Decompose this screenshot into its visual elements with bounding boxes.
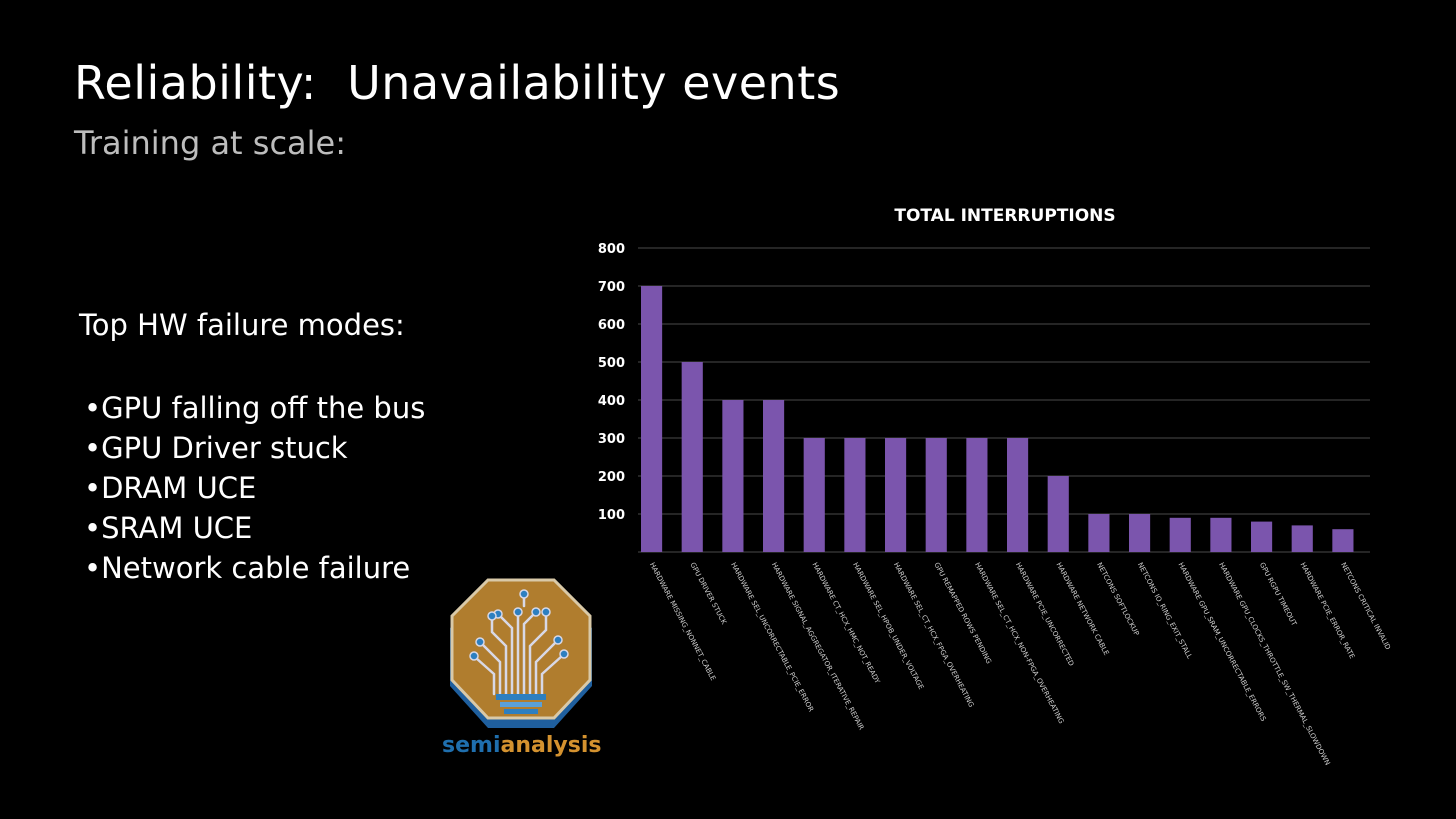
- bar: [844, 438, 866, 552]
- x-tick-label: GPU DRIVER STUCK: [688, 561, 728, 626]
- bar: [1169, 517, 1191, 552]
- slide-title: Reliability: Unavailability events: [74, 56, 841, 110]
- x-tick-label: HARDWARE SEL_UNCORRECTABLE_PCIE_ERROR: [729, 561, 815, 713]
- x-tick-label: HARDWARE GPU_SRAM_UNCORRECTABLE_ERRORS: [1176, 561, 1267, 723]
- x-tick-label: HARDWARE CT_HCX_HMC_NOT_READY: [810, 561, 881, 685]
- bar: [966, 438, 988, 552]
- semianalysis-logo: semianalysis: [442, 578, 601, 758]
- x-tick-label: HARDWARE MISSING_NONNET_CABLE: [648, 561, 717, 682]
- x-tick-label: HARDWARE SEL_HPOB_UNDER_VOLTAGE: [851, 561, 925, 691]
- y-tick-label: 600: [598, 318, 625, 333]
- y-tick-label: 300: [598, 432, 625, 447]
- bar: [1332, 529, 1354, 552]
- y-tick-label: 200: [598, 470, 625, 485]
- bar: [1088, 514, 1110, 552]
- x-tick-label: GPU RGPU TIMEOUT: [1258, 561, 1299, 628]
- logo-text-semi: semi: [442, 733, 500, 758]
- failure-mode-item: •Network cable failure: [84, 551, 411, 585]
- bar: [1047, 476, 1069, 552]
- bar: [1210, 517, 1232, 552]
- bar: [763, 400, 785, 552]
- y-tick-label: 700: [598, 280, 625, 295]
- bar: [1007, 438, 1029, 552]
- bar: [1291, 525, 1313, 552]
- circuit-lightbulb-icon: [450, 578, 592, 728]
- failure-modes-list: •GPU falling off the bus •GPU Driver stu…: [84, 388, 425, 588]
- x-tick-label: HARDWARE SEL_CT_HCX_FPGA_OVERHEATING: [892, 561, 976, 709]
- bar: [1129, 514, 1151, 552]
- y-tick-label: 100: [598, 508, 625, 523]
- chart-title: TOTAL INTERRUPTIONS: [894, 206, 1116, 226]
- slide-subtitle: Training at scale:: [74, 124, 346, 162]
- bar: [722, 400, 744, 552]
- bar: [1251, 521, 1273, 552]
- failure-mode-item: •SRAM UCE: [84, 511, 253, 545]
- x-tick-label: NETCONS SOFTLOCKUP: [1095, 561, 1140, 637]
- failure-mode-item: •GPU falling off the bus: [84, 391, 426, 425]
- bar: [925, 438, 947, 552]
- bar: [885, 438, 907, 552]
- failure-modes-heading: Top HW failure modes:: [79, 308, 405, 342]
- y-tick-label: 500: [598, 356, 625, 371]
- bar: [803, 438, 825, 552]
- x-tick-label: HARDWARE SEL_CT_HCX_NON-FPGA_OVERHEATING: [973, 561, 1065, 725]
- logo-text-analysis: analysis: [500, 733, 601, 758]
- failure-mode-item: •DRAM UCE: [84, 471, 257, 505]
- bar: [681, 362, 703, 552]
- svg-text:semianalysis: semianalysis: [442, 733, 601, 758]
- y-tick-label: 800: [598, 242, 625, 257]
- failure-mode-item: •GPU Driver stuck: [84, 431, 348, 465]
- y-tick-label: 400: [598, 394, 625, 409]
- bar: [641, 286, 663, 552]
- x-tick-label: HARDWARE SIGNAL_AGGREGATOR_ITERATIVE_REP…: [770, 561, 866, 731]
